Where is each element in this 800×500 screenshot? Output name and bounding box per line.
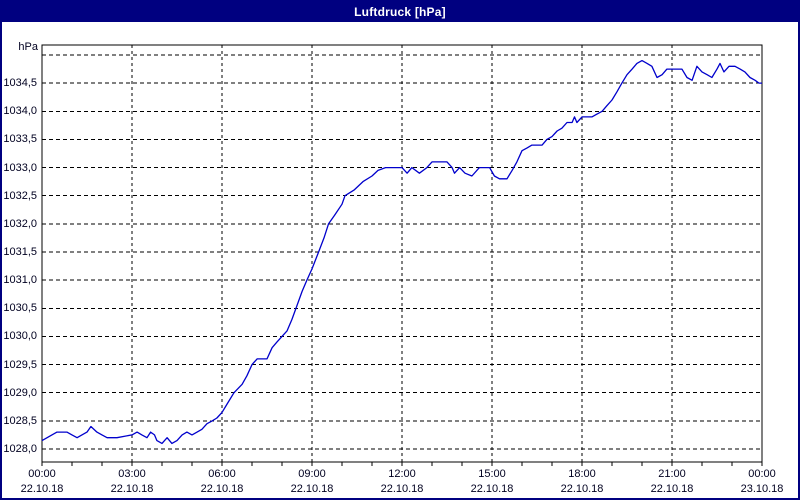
y-axis-tick-label: 1032,5 bbox=[3, 189, 37, 202]
y-axis-unit-label: hPa bbox=[18, 41, 38, 53]
y-axis-tick-label: 1030,5 bbox=[3, 302, 37, 315]
y-axis-tick-label: 1028,5 bbox=[3, 414, 37, 427]
x-axis-date-label: 22.10.18 bbox=[290, 483, 334, 495]
y-axis-tick-label: 1030,0 bbox=[3, 330, 37, 343]
x-axis-date-label: 22.10.18 bbox=[650, 483, 694, 495]
y-axis-tick-label: 1032,0 bbox=[3, 217, 37, 230]
pressure-series-line bbox=[41, 59, 762, 445]
y-axis-tick-label: 1033,5 bbox=[3, 133, 37, 146]
y-axis-tick-label: 1029,0 bbox=[3, 386, 37, 399]
y-axis-tick-label: 1028,0 bbox=[3, 443, 37, 455]
x-axis-time-label: 15:00 bbox=[478, 468, 506, 480]
x-axis-time-label: 06:00 bbox=[208, 468, 236, 480]
x-axis-date-label: 22.10.18 bbox=[110, 483, 154, 495]
y-axis-tick-label: 1031,5 bbox=[3, 246, 37, 258]
x-axis-date-label: 22.10.18 bbox=[560, 483, 604, 495]
x-axis-date-label: 22.10.18 bbox=[380, 483, 424, 495]
x-axis-time-label: 09:00 bbox=[298, 468, 326, 480]
plot-frame bbox=[41, 44, 763, 463]
y-axis-tick-label: 1034,0 bbox=[3, 105, 37, 118]
title-bar: Luftdruck [hPa] bbox=[2, 2, 798, 22]
y-axis-tick-label: 1033,0 bbox=[3, 161, 37, 174]
y-axis-tick-label: 1031,0 bbox=[3, 274, 37, 287]
x-axis-date-label: 22.10.18 bbox=[20, 483, 64, 495]
y-axis-tick-label: 1029,5 bbox=[3, 358, 37, 371]
x-axis-date-label: 22.10.18 bbox=[470, 483, 514, 495]
x-axis-date-label: 23.10.18 bbox=[740, 483, 784, 495]
window-title: Luftdruck [hPa] bbox=[354, 5, 446, 19]
y-axis-tick-label: 1034,5 bbox=[3, 77, 37, 90]
x-axis-time-label: 12:00 bbox=[388, 468, 416, 480]
x-axis-time-label: 00:00 bbox=[28, 468, 56, 480]
x-axis-time-label: 00:00 bbox=[748, 468, 776, 480]
x-axis-date-label: 22.10.18 bbox=[200, 483, 244, 495]
x-axis-time-label: 18:00 bbox=[568, 468, 596, 480]
x-axis-time-label: 03:00 bbox=[118, 468, 146, 480]
x-axis-time-label: 21:00 bbox=[658, 468, 686, 480]
